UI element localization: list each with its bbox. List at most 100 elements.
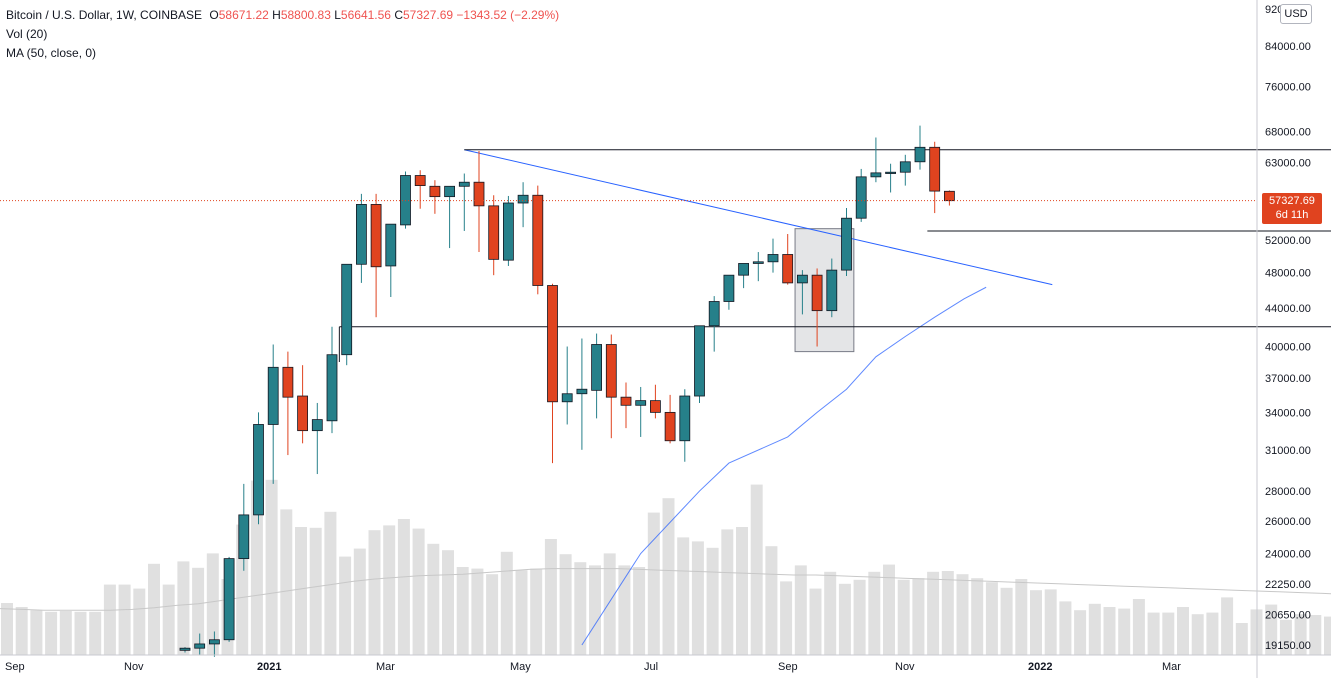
volume-bar	[1030, 590, 1042, 655]
candle-body	[767, 254, 779, 263]
volume-indicator-label[interactable]: Vol (20)	[6, 27, 48, 41]
volume-bar	[574, 562, 587, 655]
candle-body	[458, 181, 470, 187]
price-axis-label: 24000.00	[1265, 549, 1311, 561]
volume-bar	[206, 553, 219, 655]
volume-bar	[765, 546, 778, 655]
candle-body	[723, 274, 735, 302]
volume-bar	[721, 529, 734, 655]
volume-bar	[148, 563, 160, 655]
candle	[473, 151, 485, 253]
candle-body	[694, 325, 705, 397]
candle-body	[429, 185, 441, 198]
volume-bar	[486, 574, 499, 655]
candle	[223, 556, 235, 642]
price-axis-label: 84000.00	[1265, 41, 1311, 53]
price-axis-label: 40000.00	[1265, 342, 1311, 354]
candle	[311, 402, 323, 475]
chart-legend: Bitcoin / U.S. Dollar, 1W, COINBASE O586…	[6, 6, 559, 63]
volume-bar	[736, 527, 748, 655]
candle-body	[561, 393, 573, 403]
candle-body	[620, 396, 632, 406]
last-price-tag: 57327.69 6d 11h	[1262, 193, 1322, 224]
volume-bar	[30, 610, 43, 655]
volume-bar	[589, 565, 601, 655]
time-axis-label: May	[510, 661, 531, 673]
volume-bar	[603, 553, 616, 655]
price-axis-label: 63000.00	[1265, 157, 1311, 169]
candle	[267, 344, 279, 484]
candle	[282, 351, 294, 456]
symbol-name: Bitcoin / U.S. Dollar, 1W, COINBASE	[6, 8, 203, 22]
price-axis-label: 52000.00	[1265, 235, 1311, 247]
candle-body	[473, 181, 485, 207]
candle	[797, 270, 808, 315]
price-axis-label: 22250.00	[1265, 579, 1311, 591]
candle-body	[297, 395, 309, 432]
candle	[605, 334, 617, 439]
candle	[694, 325, 705, 403]
trendline	[464, 149, 1053, 286]
volume-bar	[1118, 608, 1131, 655]
currency-badge[interactable]: USD	[1280, 4, 1312, 24]
candle	[297, 365, 309, 444]
volume-bar	[544, 539, 557, 655]
candle-body	[899, 161, 911, 173]
time-axis-label: Sep	[778, 661, 798, 673]
volume-bar	[883, 564, 895, 655]
volume-bar	[750, 484, 763, 655]
candle	[208, 631, 220, 657]
candle	[679, 389, 691, 462]
candle	[458, 173, 470, 231]
candle-body	[488, 205, 500, 260]
candle-body	[752, 261, 764, 264]
candle	[782, 234, 794, 285]
candle	[326, 326, 338, 434]
volume-bar	[809, 588, 822, 655]
volume-bar	[1324, 616, 1331, 655]
volume-bar	[1088, 603, 1101, 655]
volume-bar	[1221, 597, 1234, 655]
trendlines	[338, 149, 1331, 363]
candle	[517, 182, 529, 228]
candle	[414, 170, 426, 209]
change-value: −1343.52 (−2.29%)	[456, 8, 560, 22]
volume-bar	[941, 571, 954, 655]
candle	[370, 193, 382, 318]
candle-body	[650, 400, 661, 413]
candle	[488, 195, 500, 276]
candle	[429, 180, 441, 214]
time-axis-label: 2022	[1028, 661, 1052, 673]
candle-body	[576, 388, 588, 395]
bar-countdown: 6d 11h	[1275, 209, 1309, 221]
candle	[179, 647, 191, 653]
candle-body	[811, 274, 823, 312]
time-axis-label: Nov	[895, 661, 915, 673]
candle	[502, 195, 514, 266]
symbol-legend-row[interactable]: Bitcoin / U.S. Dollar, 1W, COINBASE O586…	[6, 6, 559, 25]
volume-bar	[74, 611, 87, 655]
volume-bar	[1, 603, 13, 655]
candle-body	[194, 643, 206, 649]
candle-body	[414, 175, 426, 187]
volume-bar	[118, 584, 131, 655]
candle-body	[311, 419, 323, 432]
price-axis-label: 37000.00	[1265, 373, 1311, 385]
volume-bar	[691, 541, 704, 655]
volume-bar	[265, 479, 278, 655]
candle-body	[267, 366, 279, 425]
candle-body	[223, 558, 235, 641]
volume-bar	[456, 567, 469, 655]
candle	[811, 268, 823, 347]
volume-bar	[1265, 604, 1278, 655]
candle-body	[944, 190, 955, 202]
candle-body	[547, 285, 558, 403]
ma-indicator-label[interactable]: MA (50, close, 0)	[6, 46, 97, 60]
high-value: 58800.83	[280, 8, 331, 22]
candle-body	[253, 424, 264, 516]
candle-body	[370, 204, 382, 268]
candle-body	[341, 263, 353, 356]
volume-bar	[45, 611, 58, 655]
last-price-value: 57327.69	[1269, 195, 1315, 207]
